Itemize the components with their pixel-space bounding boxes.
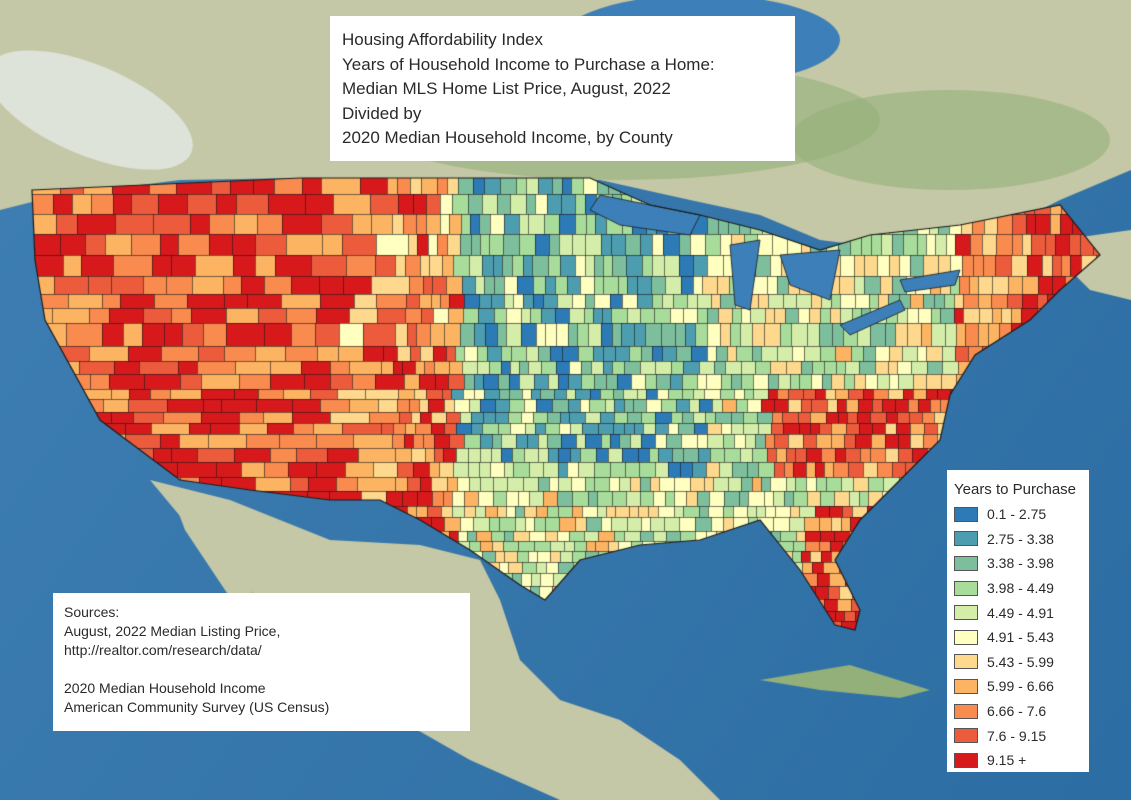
legend-label: 2.75 - 3.38 [987, 530, 1054, 547]
sources-line: American Community Survey (US Census) [64, 699, 330, 715]
title-line: Median MLS Home List Price, August, 2022 [342, 79, 671, 98]
sources-line: Sources: [64, 604, 120, 620]
map-title-panel: Housing Affordability Index Years of Hou… [330, 16, 795, 161]
legend-swatch [954, 703, 978, 719]
legend-swatch [954, 580, 978, 596]
title-line: 2020 Median Household Income, by County [342, 128, 673, 147]
legend-item: 0.1 - 2.75 [954, 502, 1089, 527]
legend-swatch [954, 678, 978, 694]
legend-swatch [954, 629, 978, 645]
map-legend: Years to Purchase 0.1 - 2.75 2.75 - 3.38… [947, 470, 1089, 772]
legend-item: 4.49 - 4.91 [954, 600, 1089, 625]
legend-label: 4.91 - 5.43 [987, 629, 1054, 646]
legend-item: 4.91 - 5.43 [954, 625, 1089, 650]
legend-label: 4.49 - 4.91 [987, 604, 1054, 621]
legend-swatch [954, 531, 978, 547]
sources-line: http://realtor.com/research/data/ [64, 642, 262, 658]
legend-item: 3.98 - 4.49 [954, 576, 1089, 601]
legend-item: 5.99 - 6.66 [954, 674, 1089, 699]
legend-item: 2.75 - 3.38 [954, 527, 1089, 552]
legend-swatch [954, 728, 978, 744]
sources-line [64, 660, 470, 679]
legend-label: 9.15 + [987, 752, 1027, 769]
legend-label: 6.66 - 7.6 [987, 703, 1047, 720]
legend-title: Years to Purchase [954, 481, 1077, 498]
title-line: Divided by [342, 103, 422, 123]
legend-swatch [954, 506, 978, 522]
sources-panel: Sources: August, 2022 Median Listing Pri… [53, 593, 470, 731]
legend-item: 9.15 + [954, 748, 1089, 773]
legend-swatch [954, 605, 978, 621]
legend-item: 6.66 - 7.6 [954, 699, 1089, 724]
legend-label: 5.99 - 6.66 [987, 678, 1054, 695]
legend-item: 3.38 - 3.98 [954, 551, 1089, 576]
legend-label: 5.43 - 5.99 [987, 653, 1054, 670]
title-line: Years of Household Income to Purchase a … [342, 54, 715, 74]
legend-swatch [954, 752, 978, 768]
legend-item: 7.6 - 9.15 [954, 723, 1089, 748]
legend-label: 0.1 - 2.75 [987, 506, 1047, 523]
sources-line: August, 2022 Median Listing Price, [64, 623, 281, 639]
legend-label: 3.98 - 4.49 [987, 580, 1054, 597]
legend-label: 3.38 - 3.98 [987, 555, 1054, 572]
legend-swatch [954, 555, 978, 571]
legend-swatch [954, 654, 978, 670]
title-line: Housing Affordability Index [342, 30, 543, 49]
legend-label: 7.6 - 9.15 [987, 727, 1047, 744]
sources-line: 2020 Median Household Income [64, 680, 266, 696]
legend-item: 5.43 - 5.99 [954, 650, 1089, 675]
